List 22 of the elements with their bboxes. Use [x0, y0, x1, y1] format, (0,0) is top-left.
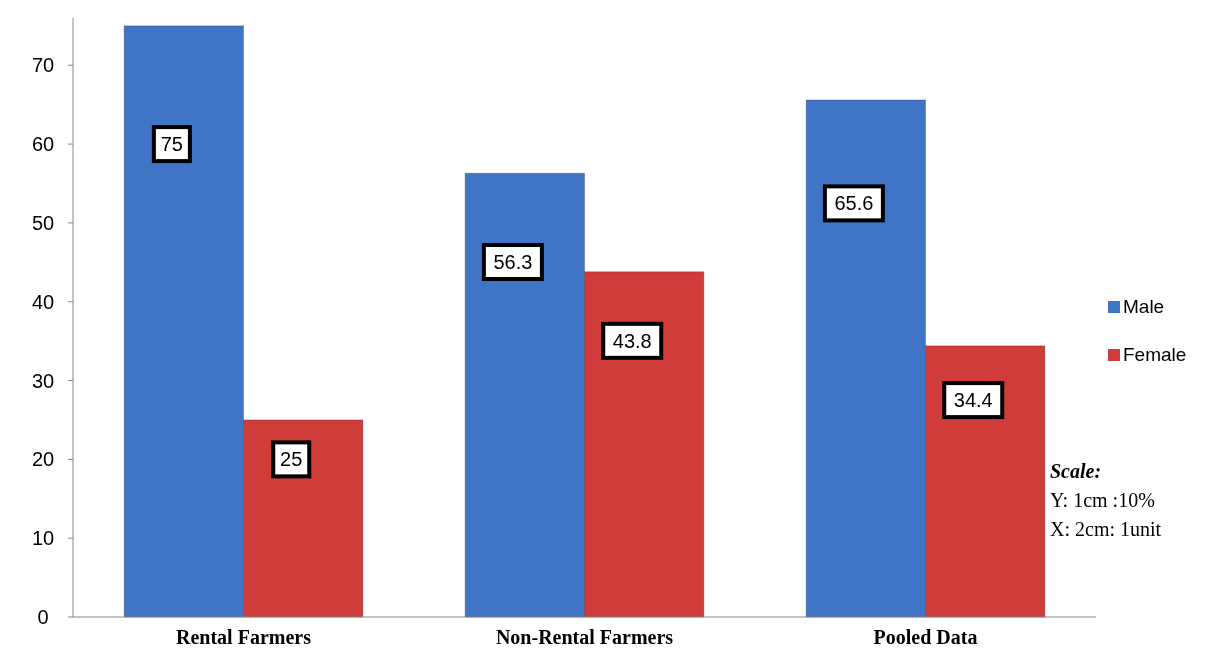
data-label: 43.8: [612, 329, 652, 352]
data-label: 65.6: [834, 192, 874, 215]
x-tick-label: Non-Rental Farmers: [495, 626, 674, 648]
y-tick-label: 50: [31, 211, 55, 234]
annotation: Y: 1cm :10%: [1050, 489, 1155, 511]
y-tick-label: 30: [31, 369, 55, 392]
data-label: 56.3: [493, 251, 533, 274]
y-tick-label: 40: [31, 290, 55, 313]
y-tick-label: 70: [31, 54, 55, 77]
y-tick-label: 60: [31, 133, 55, 156]
y-tick-label: 20: [31, 448, 55, 471]
annotation: Scale:: [1050, 460, 1102, 482]
data-label: 75: [160, 133, 184, 156]
legend-label: Male: [1123, 296, 1165, 317]
data-label: 25: [280, 448, 303, 471]
annotation: X: 2cm: 1unit: [1050, 518, 1162, 540]
legend-label: Female: [1123, 344, 1187, 365]
x-tick-label: Pooled Data: [873, 626, 978, 648]
y-tick-label: 0: [37, 606, 49, 628]
y-tick-label: 10: [31, 527, 55, 550]
x-tick-label: Rental Farmers: [176, 626, 312, 648]
data-label: 34.4: [953, 389, 993, 412]
